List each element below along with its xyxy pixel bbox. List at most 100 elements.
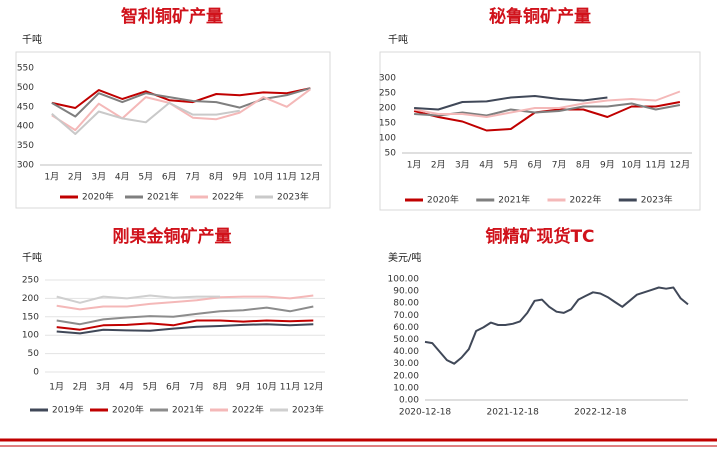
legend-label: 2020年 <box>112 404 144 416</box>
y-tick-label: 550 <box>17 64 34 74</box>
y-tick-label: 150 <box>22 312 39 322</box>
legend-label: 2023年 <box>292 404 324 416</box>
series-line <box>56 305 314 326</box>
series-line <box>56 319 314 331</box>
y-tick-label: 150 <box>379 119 396 129</box>
x-tick-label: 1月 <box>407 160 422 171</box>
x-tick-label: 2月 <box>73 382 88 393</box>
series-line <box>51 87 311 109</box>
x-tick-label: 11月 <box>277 172 297 183</box>
x-tick-label: 1月 <box>49 382 64 393</box>
x-tick-label: 5月 <box>143 382 158 393</box>
x-tick-label: 9月 <box>232 172 247 183</box>
chart-title: 智利铜矿产量 <box>121 6 223 27</box>
y-tick-label: 30.00 <box>393 359 419 369</box>
y-tick-label: 60.00 <box>393 323 419 333</box>
x-tick-label: 10月 <box>621 160 641 171</box>
y-tick-label: 50.00 <box>393 335 419 345</box>
x-tick-label: 1月 <box>44 172 59 183</box>
panel-border <box>379 51 701 211</box>
x-tick-label: 12月 <box>303 382 323 393</box>
y-tick-label: 450 <box>17 102 34 112</box>
x-tick-label: 7月 <box>189 382 204 393</box>
series-line <box>56 294 220 304</box>
y-tick-label: 100 <box>379 134 396 144</box>
y-axis-unit: 美元/吨 <box>388 251 421 264</box>
legend-label: 2022年 <box>212 191 244 203</box>
legend-label: 2021年 <box>147 191 179 203</box>
x-tick-label: 4月 <box>479 160 494 171</box>
series-line <box>424 286 689 365</box>
x-tick-label: 3月 <box>455 160 470 171</box>
x-tick-label: 7月 <box>552 160 567 171</box>
x-tick-label: 3月 <box>91 172 106 183</box>
chart-title: 秘鲁铜矿产量 <box>489 6 591 27</box>
y-tick-label: 20.00 <box>393 371 419 381</box>
x-tick-label: 7月 <box>185 172 200 183</box>
x-tick-label: 12月 <box>300 172 320 183</box>
x-tick-label: 8月 <box>209 172 224 183</box>
x-tick-label: 8月 <box>213 382 228 393</box>
x-tick-label: 4月 <box>115 172 130 183</box>
legend-label: 2020年 <box>82 191 114 203</box>
series-line <box>51 101 240 135</box>
x-tick-label: 11月 <box>280 382 300 393</box>
y-tick-label: 250 <box>379 89 396 99</box>
x-tick-label: 6月 <box>166 382 181 393</box>
x-tick-label: 11月 <box>646 160 666 171</box>
x-tick-label: 2022-12-18 <box>574 408 627 418</box>
legend-label: 2019年 <box>52 404 84 416</box>
y-tick-label: 0.00 <box>399 396 419 406</box>
y-tick-label: 50 <box>385 149 397 159</box>
x-tick-label: 4月 <box>119 382 134 393</box>
y-tick-label: 70.00 <box>393 311 419 321</box>
y-tick-label: 90.00 <box>393 287 419 297</box>
chart-title: 刚果金铜矿产量 <box>113 226 232 247</box>
series-line <box>56 323 314 335</box>
x-tick-label: 9月 <box>600 160 615 171</box>
series-line <box>51 88 311 132</box>
series-line <box>413 90 681 118</box>
y-tick-label: 300 <box>379 74 396 84</box>
y-tick-label: 300 <box>17 161 34 171</box>
x-tick-label: 10月 <box>256 382 276 393</box>
y-tick-label: 350 <box>17 141 34 151</box>
y-tick-label: 500 <box>17 83 34 93</box>
y-tick-label: 40.00 <box>393 347 419 357</box>
y-tick-label: 250 <box>22 276 39 286</box>
series-line <box>56 294 314 311</box>
y-tick-label: 100 <box>22 331 39 341</box>
x-tick-label: 2021-12-18 <box>487 408 540 418</box>
legend-label: 2021年 <box>498 194 530 206</box>
y-tick-label: 400 <box>17 122 34 132</box>
y-axis-unit: 千吨 <box>22 251 42 264</box>
x-tick-label: 2020-12-18 <box>399 408 452 418</box>
x-tick-label: 5月 <box>503 160 518 171</box>
y-axis-unit: 千吨 <box>22 33 42 46</box>
legend-label: 2020年 <box>427 194 459 206</box>
legend-label: 2023年 <box>641 194 673 206</box>
y-tick-label: 0 <box>33 368 39 378</box>
x-tick-label: 3月 <box>96 382 111 393</box>
x-tick-label: 2月 <box>68 172 83 183</box>
x-tick-label: 10月 <box>253 172 273 183</box>
y-axis-unit: 千吨 <box>388 33 408 46</box>
x-tick-label: 8月 <box>576 160 591 171</box>
x-tick-label: 2月 <box>431 160 446 171</box>
y-tick-label: 50 <box>28 349 40 359</box>
y-tick-label: 10.00 <box>393 383 419 393</box>
x-tick-label: 12月 <box>670 160 690 171</box>
y-tick-label: 100.00 <box>388 275 420 285</box>
y-tick-label: 200 <box>22 294 39 304</box>
series-line <box>414 95 608 111</box>
x-tick-label: 9月 <box>236 382 251 393</box>
x-tick-label: 5月 <box>138 172 153 183</box>
x-tick-label: 6月 <box>528 160 543 171</box>
legend-label: 2023年 <box>277 191 309 203</box>
chart-title: 铜精矿现货TC <box>485 226 594 247</box>
legend-label: 2022年 <box>232 404 264 416</box>
legend-label: 2021年 <box>172 404 204 416</box>
legend-label: 2022年 <box>570 194 602 206</box>
y-tick-label: 80.00 <box>393 299 419 309</box>
